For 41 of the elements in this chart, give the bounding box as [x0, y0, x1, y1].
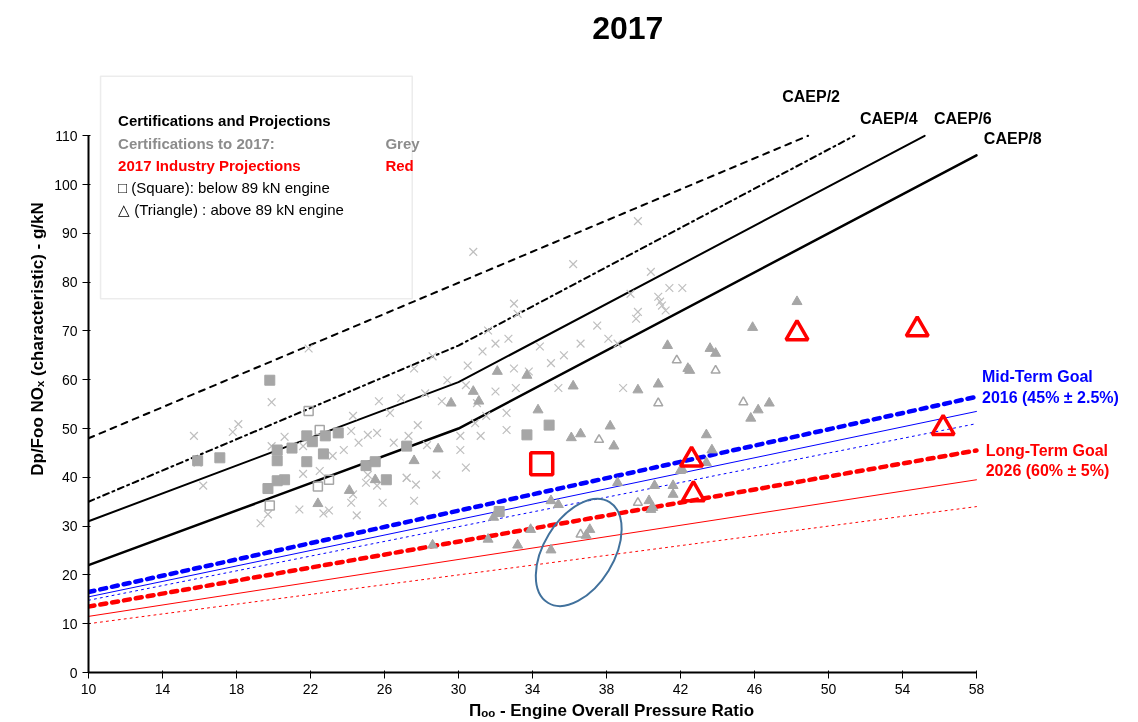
text: CAEP/2 [782, 88, 841, 106]
y-tick-label: 40 [61, 469, 78, 486]
annotation: □ (Square): below 89 kN engine [118, 179, 330, 197]
series-label: CAEP/6 [933, 110, 992, 128]
x-tick-label: 22 [302, 680, 319, 697]
x-tick-label: 18 [228, 680, 245, 697]
y-tick-label: 110 [55, 127, 78, 144]
x-tick-label: 14 [154, 680, 171, 697]
x-tick-label: 34 [524, 680, 541, 697]
annotation: Grey [385, 135, 421, 153]
y-tick-label: 80 [61, 274, 78, 291]
series-label: CAEP/8 [983, 129, 1042, 147]
x-axis-title: Πₒₒ - Engine Overall Pressure Ratio [468, 700, 755, 720]
x-tick-label: 46 [746, 680, 763, 697]
y-tick-label: 10 [61, 615, 78, 632]
x-tick-label: 50 [820, 680, 837, 697]
series-label: CAEP/4 [859, 110, 918, 128]
y-tick-label: 30 [61, 518, 78, 535]
annotation: 2017 Industry Projections [118, 157, 301, 175]
y-tick-label: 100 [54, 176, 78, 193]
x-tick-label: 42 [672, 680, 689, 697]
y-tick-label: 50 [61, 420, 78, 437]
y-tick-label: 20 [61, 566, 78, 583]
annotation: Certifications to 2017: [118, 135, 275, 153]
x-tick-label: 54 [894, 680, 911, 697]
x-tick-label: 30 [450, 680, 467, 697]
y-tick-label: 0 [69, 664, 78, 681]
x-tick-label: 38 [598, 680, 615, 697]
annotation: Red [385, 157, 414, 175]
y-tick-label: 90 [61, 225, 78, 242]
series-label: Mid-Term Goal 2016 (45% ± 2.5%) [982, 368, 1119, 406]
y-tick-label: 70 [61, 322, 78, 339]
annotation: △ (Triangle) : above 89 kN engine [118, 201, 344, 219]
text: Certifications and Projections [118, 112, 331, 130]
chart-title: 2017 [592, 10, 664, 47]
x-tick-label: 58 [968, 680, 985, 697]
x-tick-label: 26 [376, 680, 393, 697]
x-tick-label: 10 [80, 680, 97, 697]
series-label: Long-Term Goal 2026 (60% ± 5%) [985, 441, 1110, 479]
y-tick-label: 60 [61, 371, 78, 388]
y-axis-title: Dp/Foo NOₓ (characteristic) - g/kN [28, 202, 48, 476]
